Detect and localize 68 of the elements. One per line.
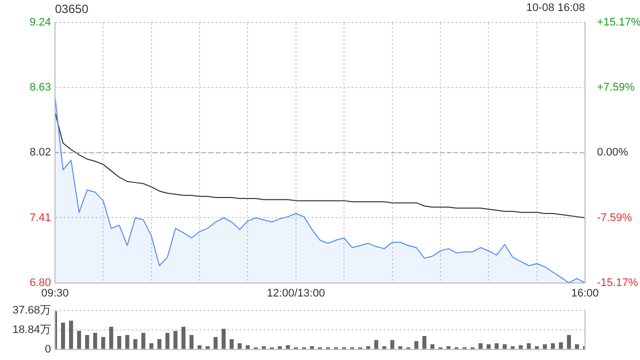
bar [69,320,74,349]
bar [181,326,186,349]
bar [222,328,226,349]
y-tick-label: 9.24 [30,16,51,29]
bar [374,340,378,349]
bar [414,341,418,349]
bar [85,334,90,349]
bar [430,344,434,349]
bar [398,346,402,349]
bar [526,343,531,349]
bar [550,343,555,349]
bar [510,346,515,349]
chart-title: 03650 [55,2,88,16]
bar [382,346,386,349]
bar [262,346,266,349]
bar [574,344,579,349]
bar [165,332,170,349]
bar [366,346,370,349]
bar [101,337,106,349]
y2-tick-label: +7.59% [597,82,635,94]
bar [198,345,202,349]
bar [109,326,114,349]
bar [278,346,282,349]
bar [206,346,210,349]
bar [117,336,122,349]
bar [149,343,154,349]
x-tick-label: 16:00 [571,287,599,300]
bar [486,344,491,349]
bar [77,330,82,349]
bar [558,342,563,349]
bar [310,346,314,349]
bar [230,339,234,349]
bar [173,330,178,349]
y-tick-label: 8.63 [30,82,51,94]
y-tick-label: 18.84万 [12,324,51,336]
bar [566,334,571,349]
bar [542,344,547,349]
bar [478,343,483,349]
y2-tick-label: -15.17% [597,276,638,289]
y2-tick-label: 0.00% [597,146,628,159]
x-tick-label: 12:00/13:00 [266,287,325,300]
bar [141,332,146,349]
y-tick-label: 8.02 [30,146,51,159]
y2-tick-label: +15.17% [597,16,640,29]
y2-tick-label: -7.59% [597,212,632,224]
y-tick-label: 37.68万 [12,304,51,317]
bar [190,334,194,349]
bar [157,339,162,349]
bar [133,339,138,349]
bar [494,343,499,349]
bar [61,322,66,349]
bar [125,334,130,349]
x-tick-label: 09:30 [41,287,69,300]
y-tick-label: 6.80 [30,276,51,289]
bar [214,337,218,349]
bar [238,343,242,349]
bar [93,332,98,349]
y-tick-label: 7.41 [30,212,51,224]
bar [422,336,426,349]
bar [286,345,290,349]
bar [246,345,250,349]
text: 10-08 16:08 [526,2,585,14]
bar [390,340,394,349]
bar [502,344,507,349]
bar [534,346,539,349]
y-tick-label: 0 [44,343,51,356]
bar [518,345,523,349]
bar [446,346,450,349]
